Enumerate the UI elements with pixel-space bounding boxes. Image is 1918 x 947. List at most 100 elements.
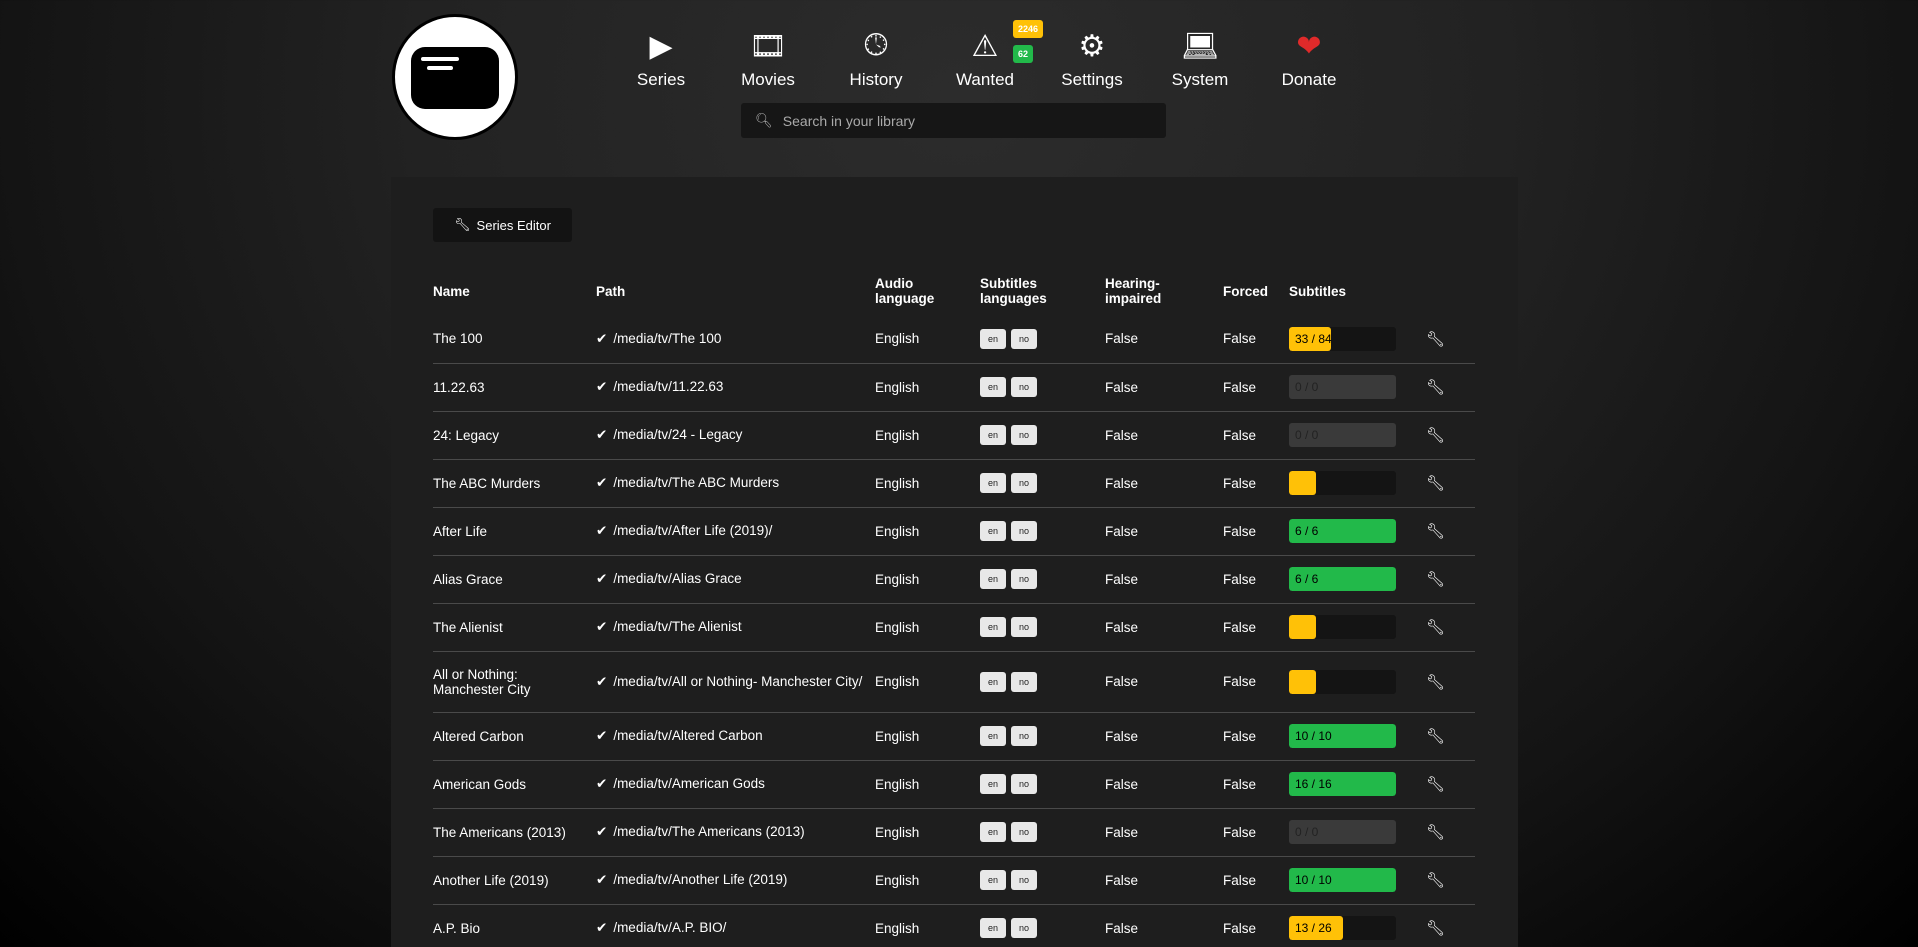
nav-system[interactable]: 💻︎ System — [1150, 28, 1250, 90]
forced: False — [1223, 506, 1289, 555]
forced: False — [1223, 650, 1289, 712]
series-name[interactable]: The 100 — [433, 331, 483, 347]
nav-label: Settings — [1061, 70, 1123, 89]
check-icon: ✔ — [596, 824, 608, 839]
play-icon: ▶ — [649, 29, 673, 63]
col-subtitles-languages[interactable]: Subtitles languages — [980, 276, 1047, 306]
audio-language: English — [875, 759, 980, 808]
series-path: ✔ /media/tv/The Alienist — [596, 602, 875, 651]
series-name[interactable]: Altered Carbon — [433, 711, 596, 760]
forced: False — [1223, 855, 1289, 904]
gears-icon: ⚙︎ — [1078, 29, 1106, 63]
edit-wrench-icon[interactable]: 🔧︎ — [1426, 523, 1446, 540]
edit-wrench-icon[interactable]: 🔧︎ — [1426, 427, 1446, 444]
check-icon: ✔ — [596, 427, 608, 442]
path-text: /media/tv/After Life (2019)/ — [613, 523, 773, 538]
edit-wrench-icon[interactable]: 🔧︎ — [1426, 776, 1446, 793]
nav-series[interactable]: ▶ Series — [611, 28, 711, 90]
forced: False — [1223, 602, 1289, 651]
col-name[interactable]: Name — [433, 283, 470, 299]
series-name[interactable]: Alias Grace — [433, 554, 596, 603]
search-icon: 🔍︎ — [755, 112, 773, 128]
forced: False — [1223, 554, 1289, 603]
table-header: Name Path Audio language Subtitles langu… — [433, 267, 1475, 315]
path-text: /media/tv/24 - Legacy — [613, 427, 743, 442]
series-path: ✔ /media/tv/American Gods — [596, 759, 875, 808]
audio-language: English — [875, 650, 980, 712]
nav-donate[interactable]: ❤︎ Donate — [1259, 28, 1359, 90]
series-name[interactable]: American Gods — [433, 759, 596, 808]
edit-wrench-icon[interactable]: 🔧︎ — [1426, 475, 1446, 492]
series-name[interactable]: The ABC Murders — [433, 458, 596, 507]
progress-text: 10 / 10 — [1295, 873, 1332, 887]
progress-text — [1289, 476, 1295, 490]
hearing-impaired: False — [1105, 602, 1223, 651]
hearing-impaired: False — [1105, 410, 1223, 459]
language-badge: en — [980, 569, 1006, 589]
subtitles-progress — [1289, 650, 1426, 712]
progress-fill — [1289, 471, 1316, 495]
content-panel: 🔧︎ Series Editor Name Path Audio languag… — [391, 177, 1518, 947]
audio-language: English — [875, 602, 980, 651]
subtitles-progress: 10 / 10 — [1289, 855, 1426, 904]
edit-wrench-icon[interactable]: 🔧︎ — [1426, 673, 1446, 691]
series-name[interactable]: The Alienist — [433, 602, 596, 651]
nav-settings[interactable]: ⚙︎ Settings — [1042, 28, 1142, 90]
language-badge: no — [1011, 671, 1037, 692]
series-path: ✔ /media/tv/11.22.63 — [596, 362, 875, 411]
col-forced[interactable]: Forced — [1223, 283, 1269, 299]
nav-wanted[interactable]: ⚠︎ Wanted — [935, 28, 1035, 90]
nav-history[interactable]: 🕓︎ History — [826, 28, 926, 90]
nav-label: Series — [636, 70, 686, 89]
col-subtitles[interactable]: Subtitles — [1289, 283, 1347, 299]
forced: False — [1223, 711, 1289, 760]
series-name[interactable]: A.P. Bio — [433, 903, 596, 947]
series-name[interactable]: The Americans (2013) — [433, 807, 596, 856]
edit-wrench-icon[interactable]: 🔧︎ — [1426, 920, 1446, 938]
edit-wrench-icon[interactable]: 🔧︎ — [1426, 619, 1446, 636]
check-icon: ✔ — [596, 571, 608, 586]
progress-bar: 33 / 84 — [1289, 326, 1396, 351]
series-name[interactable]: All or Nothing: Manchester City — [433, 650, 596, 712]
progress-text: 6 / 6 — [1295, 572, 1319, 586]
app-logo[interactable] — [392, 14, 518, 140]
progress-bar — [1289, 669, 1396, 694]
table-row: The Alienist ✔ /media/tv/The Alienist Eng… — [433, 602, 1475, 651]
col-hearing-impaired[interactable]: Hearing-impaired — [1105, 276, 1162, 306]
language-badge: no — [1011, 918, 1037, 939]
edit-wrench-icon[interactable]: 🔧︎ — [1426, 728, 1446, 745]
series-path: ✔ /media/tv/Another Life (2019) — [596, 855, 875, 904]
edit-wrench-icon[interactable]: 🔧︎ — [1426, 330, 1446, 348]
progress-bar: 0 / 0 — [1289, 375, 1396, 399]
series-name[interactable]: After Life — [433, 506, 596, 555]
series-path: ✔ /media/tv/The 100 — [596, 315, 875, 363]
subtitles-progress: 0 / 0 — [1289, 807, 1426, 856]
nav-movies[interactable]: 🎞︎ Movies — [718, 28, 818, 90]
col-path[interactable]: Path — [596, 283, 626, 299]
search-bar[interactable]: 🔍︎ — [741, 103, 1166, 138]
subtitles-progress: 6 / 6 — [1289, 554, 1426, 603]
language-badge: no — [1011, 774, 1037, 794]
table-row: Alias Grace ✔ /media/tv/Alias Grace Engli… — [433, 554, 1475, 603]
subtitles-progress — [1289, 602, 1426, 651]
table-row: After Life ✔ /media/tv/After Life (2019)/… — [433, 506, 1475, 555]
series-name[interactable]: Another Life (2019) — [433, 855, 596, 904]
edit-wrench-icon[interactable]: 🔧︎ — [1426, 824, 1446, 841]
table-row: 24: Legacy ✔ /media/tv/24 - Legacy Englis… — [433, 410, 1475, 459]
path-text: /media/tv/11.22.63 — [613, 379, 724, 394]
series-editor-button[interactable]: 🔧︎ Series Editor — [433, 208, 572, 242]
audio-language: English — [875, 711, 980, 760]
nav-label: Movies — [741, 70, 795, 89]
progress-fill — [1289, 868, 1396, 892]
series-name[interactable]: 24: Legacy — [433, 410, 596, 459]
check-icon: ✔ — [596, 619, 608, 634]
series-name[interactable]: 11.22.63 — [433, 362, 596, 411]
edit-wrench-icon[interactable]: 🔧︎ — [1426, 571, 1446, 588]
search-input[interactable] — [782, 112, 1153, 129]
edit-wrench-icon[interactable]: 🔧︎ — [1426, 872, 1446, 889]
language-badge: no — [1011, 726, 1037, 746]
col-audio[interactable]: Audio language — [875, 276, 935, 306]
progress-bar: 0 / 0 — [1289, 820, 1396, 844]
path-text: /media/tv/A.P. BIO/ — [613, 920, 727, 936]
edit-wrench-icon[interactable]: 🔧︎ — [1426, 379, 1446, 396]
